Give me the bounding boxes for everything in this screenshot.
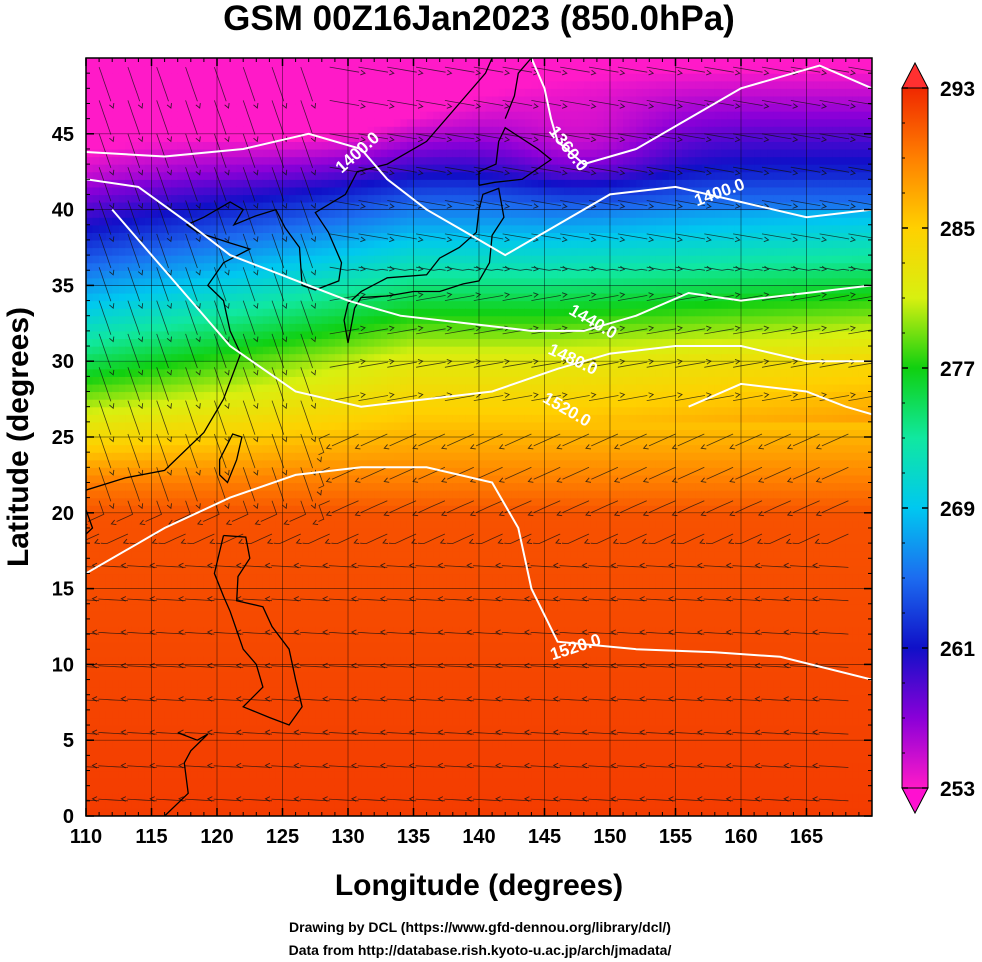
- lat-tick-label-10: 10: [52, 654, 74, 676]
- contour-1400-1: [86, 132, 872, 257]
- lat-tick-label-25: 25: [52, 427, 74, 449]
- temperature-shading: [86, 58, 872, 816]
- colorbar-tick-label-253: 253: [940, 778, 975, 801]
- colorbar-tick-label-293: 293: [940, 78, 975, 101]
- contour-1360-0: [530, 58, 872, 166]
- colorbar: 253 261 269 277 285 293: [901, 61, 975, 815]
- lon-tick-label-150: 150: [593, 826, 626, 848]
- colorbar-tick-label-261: 261: [940, 638, 975, 661]
- credit-data-source: Data from http://database.rish.kyoto-u.a…: [289, 942, 672, 958]
- lon-tick-label-120: 120: [200, 826, 233, 848]
- lon-tick-label-160: 160: [724, 826, 757, 848]
- contour-1520-5: [688, 382, 872, 416]
- lon-tick-label-115: 115: [135, 826, 167, 848]
- plot-area: 1360.01400.01400.01440.01480.01520.01520…: [86, 58, 872, 816]
- latitude-axis: 0 5 10 15 20 25 30 35 40 45: [52, 72, 872, 828]
- colorbar-tick-label-269: 269: [940, 498, 975, 521]
- lon-tick-label-165: 165: [790, 826, 823, 848]
- coastlines: [86, 58, 553, 816]
- lat-tick-label-35: 35: [52, 275, 74, 297]
- lon-tick-label-110: 110: [70, 826, 102, 848]
- longitude-axis: 110 115 120 125 130 135 140 145 150 155 160 165: [70, 58, 860, 848]
- contour-1520-4: [86, 466, 872, 681]
- lon-tick-label-145: 145: [528, 826, 561, 848]
- colorbar-max-arrow: [901, 61, 929, 89]
- lat-tick-label-0: 0: [63, 806, 74, 828]
- contour-1480-3: [111, 208, 872, 408]
- geopotential-contours: [86, 58, 872, 681]
- lat-lon-grid: [86, 58, 872, 816]
- credit-dcl: Drawing by DCL (https://www.gfd-dennou.o…: [289, 919, 671, 935]
- colorbar-tick-label-285: 285: [940, 218, 975, 241]
- wind-streamlines: [86, 66, 872, 802]
- lon-tick-label-135: 135: [397, 826, 430, 848]
- lon-tick-label-140: 140: [462, 826, 495, 848]
- map-title: GSM 00Z16Jan2023 (850.0hPa): [223, 0, 735, 38]
- lat-tick-label-20: 20: [52, 503, 74, 525]
- lat-tick-label-15: 15: [52, 579, 74, 601]
- lon-tick-label-155: 155: [659, 826, 692, 848]
- lat-tick-label-5: 5: [63, 730, 74, 752]
- colorbar-min-arrow: [901, 787, 929, 815]
- colorbar-tick-label-277: 277: [940, 358, 975, 381]
- lon-tick-label-130: 130: [331, 826, 364, 848]
- contour-1440-2: [86, 178, 872, 332]
- y-axis-label: Latitude (degrees): [2, 307, 35, 567]
- lon-tick-label-125: 125: [266, 826, 299, 848]
- lat-tick-label-40: 40: [52, 200, 74, 222]
- lat-tick-label-30: 30: [52, 351, 74, 373]
- x-axis-label: Longitude (degrees): [335, 869, 623, 902]
- lat-tick-label-45: 45: [52, 124, 74, 146]
- colorbar-scale: [901, 87, 929, 789]
